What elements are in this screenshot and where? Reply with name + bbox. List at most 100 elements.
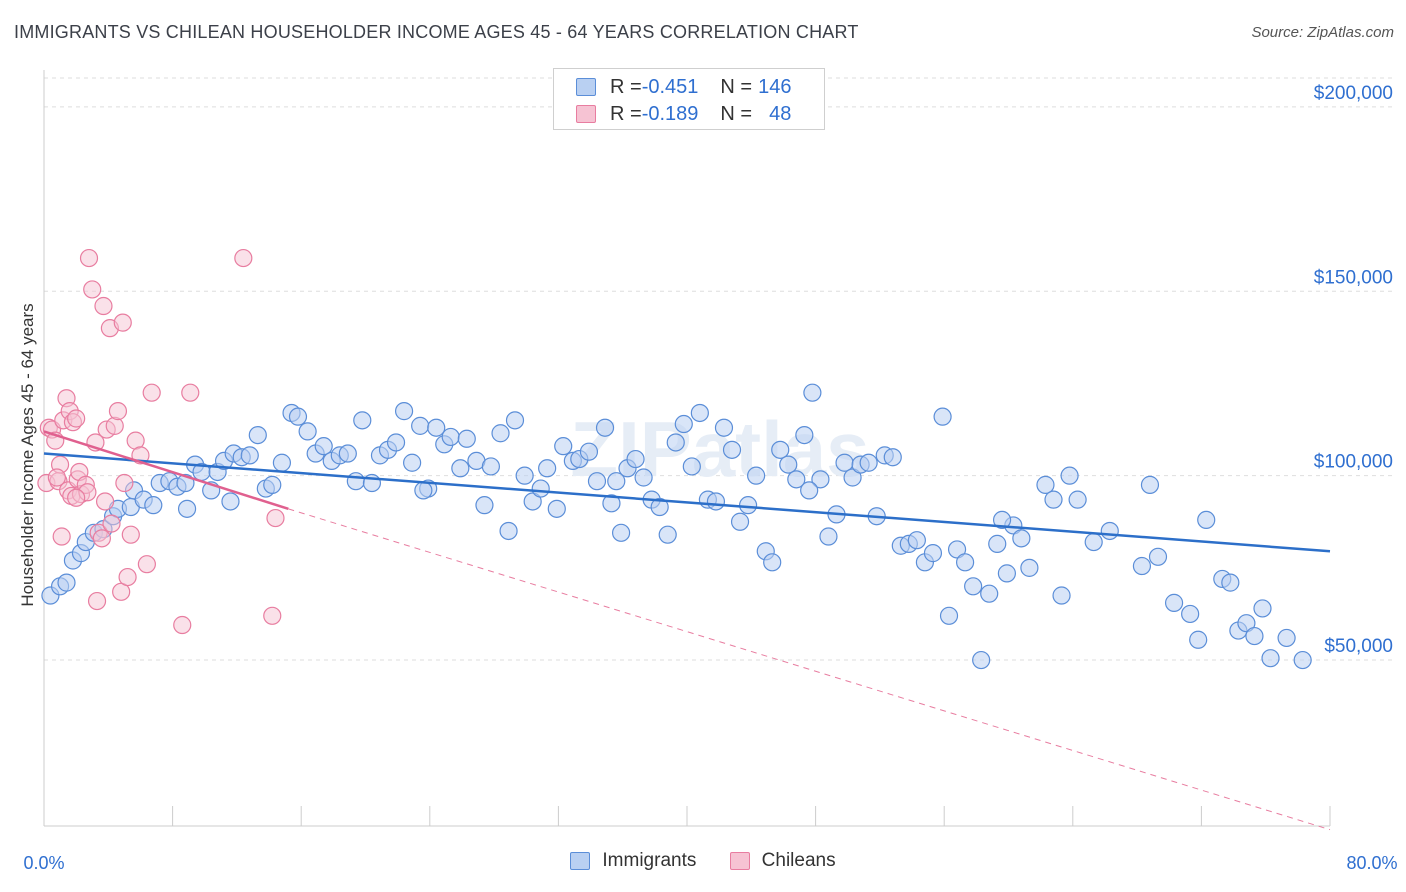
immigrants-swatch — [576, 78, 596, 96]
chileans-trend-extension — [288, 508, 1331, 831]
immigrants-point — [338, 444, 357, 463]
chileans-point — [173, 615, 192, 635]
chileans-point — [94, 296, 113, 316]
y-tick-label: $100,000 — [1314, 452, 1393, 473]
immigrants-point — [1012, 529, 1031, 548]
n-value: 146 — [758, 75, 792, 98]
trend-lines — [43, 430, 1331, 553]
immigrants-point — [626, 449, 645, 469]
tick-labels: $50,000 $100,000 $150,000 $200,000 0.0% 80.0% — [23, 83, 1397, 873]
immigrants-point — [1261, 649, 1280, 668]
immigrants-point — [1237, 614, 1256, 633]
r-label: R = — [610, 102, 642, 125]
immigrants-point — [907, 531, 926, 550]
immigrants-point — [763, 553, 782, 572]
immigrants-point — [263, 475, 282, 494]
immigrants-point — [947, 540, 967, 559]
immigrants-point — [819, 527, 838, 546]
chileans-point — [67, 488, 86, 507]
y-tick-label: $200,000 — [1314, 83, 1393, 104]
immigrants-point — [1164, 593, 1184, 612]
immigrants-point — [747, 466, 766, 485]
chileans-point — [105, 416, 124, 435]
immigrants-point — [730, 512, 750, 531]
immigrants-point — [481, 457, 500, 476]
immigrants-point — [1140, 475, 1160, 494]
chileans-point — [266, 508, 285, 528]
y-tick-label: $50,000 — [1324, 636, 1393, 657]
immigrants-point — [221, 492, 240, 511]
immigrants-point — [1197, 510, 1216, 530]
immigrants-point — [972, 650, 991, 670]
immigrants-point — [714, 418, 734, 437]
immigrants-point — [1221, 573, 1240, 592]
immigrants-point — [933, 407, 952, 426]
immigrants-point — [272, 453, 292, 472]
immigrants-point — [515, 466, 534, 485]
legend-item-immigrants[interactable]: Immigrants — [570, 850, 696, 872]
stats-row-immigrants: R = -0.451 N = 146 — [576, 74, 791, 100]
immigrants-point — [475, 496, 494, 515]
stats-row-chileans: R = -0.189 N = 48 — [576, 101, 791, 127]
immigrants-point — [811, 470, 830, 489]
chileans-point — [137, 555, 156, 574]
immigrants-point — [1189, 630, 1208, 649]
x-tick-label: 0.0% — [23, 853, 64, 873]
n-value: 48 — [769, 102, 792, 125]
immigrants-point — [427, 418, 446, 437]
immigrants-trend-line — [43, 452, 1331, 553]
immigrants-point — [939, 606, 959, 625]
chileans-point — [47, 468, 66, 487]
immigrants-point — [883, 448, 902, 467]
immigrants-point — [411, 416, 430, 435]
grid-lines — [44, 77, 1396, 661]
immigrants-point — [1181, 604, 1200, 624]
immigrants-point — [771, 440, 790, 459]
immigrants-point — [1052, 586, 1071, 605]
chileans-trend-line — [43, 430, 289, 511]
chileans-points — [37, 248, 285, 635]
immigrants-point — [288, 407, 308, 426]
immigrants-point — [658, 525, 677, 544]
immigrants-swatch — [570, 852, 591, 870]
immigrants-point — [997, 564, 1016, 583]
chileans-point — [67, 409, 86, 428]
r-label: R = — [610, 75, 642, 98]
immigrants-point — [787, 470, 806, 489]
chileans-point — [121, 525, 140, 544]
n-label: N = — [720, 75, 753, 98]
source-note: Source: ZipAtlas.com — [1251, 24, 1394, 41]
chileans-point — [115, 473, 134, 493]
chileans-swatch — [729, 852, 750, 870]
immigrants-point — [803, 383, 822, 402]
chileans-point — [108, 402, 128, 421]
immigrants-point — [523, 492, 542, 511]
immigrants-point — [682, 457, 701, 476]
chileans-point — [142, 383, 161, 402]
immigrants-point — [1148, 547, 1168, 566]
chileans-point — [52, 527, 71, 546]
chileans-point — [95, 492, 115, 511]
immigrants-point — [1253, 599, 1272, 618]
immigrants-point — [579, 442, 599, 461]
immigrants-point — [964, 577, 983, 596]
legend: Immigrants Chileans — [0, 850, 1406, 876]
immigrants-point — [144, 496, 163, 515]
immigrants-point — [403, 453, 422, 472]
chileans-point — [79, 248, 99, 268]
legend-label: Immigrants — [602, 850, 697, 871]
immigrants-point — [1044, 490, 1063, 509]
immigrants-point — [394, 402, 414, 421]
immigrants-point — [177, 499, 197, 518]
immigrants-point — [451, 459, 470, 478]
x-tick-label: 80.0% — [1346, 853, 1397, 873]
immigrants-points — [41, 383, 1312, 670]
immigrants-point — [634, 468, 653, 487]
immigrants-point — [1277, 628, 1296, 648]
immigrants-point — [800, 481, 819, 500]
chileans-point — [234, 248, 253, 268]
immigrants-point — [602, 494, 621, 513]
immigrants-point — [1068, 490, 1087, 509]
legend-item-chileans[interactable]: Chileans — [729, 850, 836, 872]
